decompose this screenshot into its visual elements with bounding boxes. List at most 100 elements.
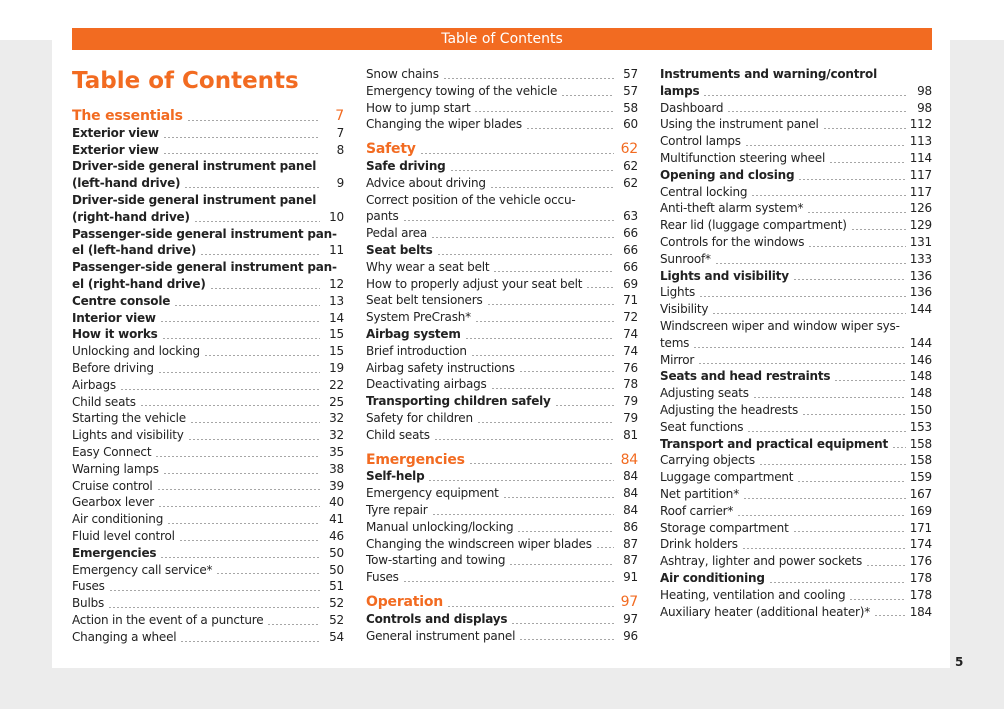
- entry-row: Adjusting seats 148: [660, 385, 932, 402]
- leader-dots: [703, 94, 908, 96]
- toc-entry: Exterior view 7: [72, 125, 344, 142]
- entry-text: Airbag system: [366, 326, 461, 341]
- entry-text: Net partition*: [660, 486, 740, 501]
- leader-dots: [193, 220, 320, 222]
- entry-text: Safety: [366, 141, 416, 158]
- toc-entry: Changing the wiper blades 60: [366, 116, 638, 133]
- leader-dots: [502, 496, 614, 498]
- entry-text: Instruments and warning/control: [660, 67, 877, 81]
- page-ref: 10: [329, 209, 344, 224]
- entry-text: Dashboard: [660, 100, 724, 115]
- leader-dots: [470, 354, 614, 356]
- page-ref: 54: [329, 629, 344, 644]
- entry-row: el (left-hand drive) 11: [72, 242, 344, 259]
- toc-entry: Warning lamps 38: [72, 461, 344, 478]
- toc-entry: Fuses 51: [72, 578, 344, 595]
- page-ref: 158: [909, 436, 933, 451]
- leader-dots: [119, 388, 320, 390]
- leader-dots: [139, 405, 320, 407]
- page-ref: 74: [623, 343, 638, 358]
- entry-row: System PreCrash* 72: [366, 309, 638, 326]
- entry-row: Changing the wiper blades 60: [366, 116, 638, 133]
- entry-text: Changing the wiper blades: [366, 117, 522, 132]
- entry-text: Self-help: [366, 469, 425, 484]
- page-ref: 7: [336, 125, 345, 140]
- entry-text: Adjusting the headrests: [660, 402, 799, 417]
- toc-entry: Control lamps 113: [660, 133, 932, 150]
- toc-entry: Emergencies 84: [366, 452, 638, 469]
- entry-row: Exterior view 7: [72, 125, 344, 142]
- leader-dots: [267, 623, 320, 625]
- page-ref: 57: [623, 83, 638, 98]
- page-ref: 158: [909, 453, 933, 468]
- entry-row: Lights 136: [660, 284, 932, 301]
- page-ref: 159: [909, 470, 933, 485]
- entry-text: Using the instrument panel: [660, 117, 819, 132]
- leader-dots: [712, 312, 906, 314]
- entry-text: Fluid level control: [72, 528, 175, 543]
- toc-entry: Dashboard 98: [660, 100, 932, 117]
- page-ref: 117: [909, 167, 933, 182]
- toc-entry: Heating, ventilation and cooling 178: [660, 587, 932, 604]
- leader-dots: [474, 111, 614, 113]
- toc-entry: Before driving 19: [72, 360, 344, 377]
- toc-entry: Operation 97: [366, 594, 638, 611]
- leader-dots: [874, 615, 906, 617]
- entry-text: Emergency towing of the vehicle: [366, 83, 558, 98]
- page-ref: 79: [623, 410, 638, 425]
- leader-dots: [157, 371, 320, 373]
- toc-entry: Roof carrier* 169: [660, 503, 932, 520]
- page-ref: 66: [623, 226, 638, 241]
- page-ref: 66: [623, 242, 638, 257]
- entry-row: Pedal area 66: [366, 225, 638, 242]
- leader-dots: [808, 245, 906, 247]
- leader-dots: [850, 228, 906, 230]
- entry-text: Emergencies: [366, 451, 465, 468]
- entry-row: Storage compartment 171: [660, 520, 932, 537]
- page-ref: 86: [623, 519, 638, 534]
- toc-column: Instruments and warning/control lamps 98 Da…: [660, 66, 932, 620]
- leader-dots: [493, 270, 614, 272]
- entry-text: Auxiliary heater (additional heater)*: [660, 604, 871, 619]
- entry-text: (left-hand drive): [72, 176, 181, 191]
- toc-entry: Starting the vehicle 32: [72, 410, 344, 427]
- entry-text: Pedal area: [366, 226, 428, 241]
- entry-row: Unlocking and locking 15: [72, 343, 344, 360]
- page-ref: 74: [623, 326, 638, 341]
- toc-entry: Emergency towing of the vehicle 57: [366, 83, 638, 100]
- entry-text: Manual unlocking/locking: [366, 519, 514, 534]
- entry-row: Sunroof* 133: [660, 251, 932, 268]
- toc-entry: How to properly adjust your seat belt 69: [366, 276, 638, 293]
- page-ref: 117: [909, 184, 933, 199]
- entry-text: Bulbs: [72, 596, 105, 611]
- leader-dots: [727, 111, 908, 113]
- entry-row: Advice about driving 62: [366, 175, 638, 192]
- toc-entry: Controls and displays 97: [366, 611, 638, 628]
- toc-entry: Interior view 14: [72, 310, 344, 327]
- leader-dots: [447, 605, 614, 607]
- entry-row: el (right-hand drive) 12: [72, 276, 344, 293]
- toc-entry: Airbag safety instructions 76: [366, 360, 638, 377]
- entry-text: Driver-side general instrument panel: [72, 192, 317, 207]
- entry-text: Operation: [366, 593, 444, 610]
- entry-text: Heating, ventilation and cooling: [660, 587, 846, 602]
- leader-dots: [758, 464, 906, 466]
- entry-row: Cruise control 39: [72, 478, 344, 495]
- toc-entry: Seat belts 66: [366, 242, 638, 259]
- page-ref: 146: [909, 352, 933, 367]
- page-ref: 153: [909, 419, 933, 434]
- page-ref: 167: [909, 486, 933, 501]
- leader-dots: [693, 346, 906, 348]
- leader-dots: [162, 472, 320, 474]
- entry-text: Snow chains: [366, 67, 439, 81]
- leader-dots: [866, 564, 906, 566]
- toc-entry: Anti-theft alarm system* 126: [660, 200, 932, 217]
- entry-text: Passenger-side general instrument pan-: [72, 260, 337, 275]
- page-ref: 112: [909, 117, 933, 132]
- entry-text: Seat functions: [660, 419, 744, 434]
- leader-dots: [155, 455, 320, 457]
- entry-row: Emergency towing of the vehicle 57: [366, 83, 638, 100]
- entry-row: Changing the windscreen wiper blades 87: [366, 536, 638, 553]
- entry-text: el (left-hand drive): [72, 243, 197, 258]
- toc-entry: Seat belt tensioners 71: [366, 292, 638, 309]
